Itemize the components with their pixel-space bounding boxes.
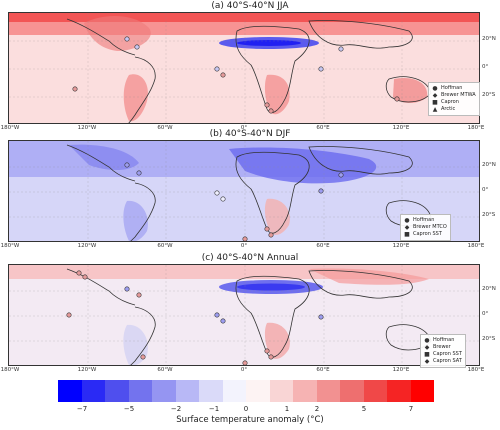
lat-label: 20°N — [482, 36, 496, 42]
lat-label: 20°S — [482, 92, 496, 98]
square-marker-icon: ■ — [404, 231, 410, 238]
colorbar-cell — [269, 380, 293, 402]
colorbar-cell — [152, 380, 176, 402]
colorbar-tick: −2 — [170, 405, 182, 413]
lon-label: 60°W — [157, 125, 173, 131]
lon-label: 60°E — [316, 243, 330, 249]
lon-label: 180°E — [467, 243, 485, 249]
legend-label: Hoffman — [413, 217, 435, 223]
colorbar-cell — [246, 380, 270, 402]
colorbar-cell — [58, 380, 82, 402]
colorbar-cell — [105, 380, 129, 402]
triangle-marker-icon: ▲ — [432, 106, 438, 113]
colorbar-label: Surface temperature anomaly (°C) — [176, 415, 324, 425]
legend-label: Brewer MTWA — [441, 92, 476, 98]
lon-label: 180°W — [0, 367, 20, 373]
legend-label: Brewer — [433, 344, 451, 350]
diamond-marker-icon: ◆ — [424, 358, 430, 365]
lon-label: 60°W — [157, 367, 173, 373]
colorbar-tick: 7 — [408, 405, 414, 413]
panel-title-c: (c) 40°S-40°N Annual — [201, 253, 299, 263]
colorbar-cell — [340, 380, 364, 402]
colorbar-cell — [316, 380, 340, 402]
colorbar-tick: −5 — [123, 405, 135, 413]
circle-marker-icon: ● — [424, 337, 430, 344]
legend-label: Hoffman — [441, 85, 463, 91]
diamond-marker-icon: ◆ — [432, 92, 438, 99]
legend-panel-c: ● Hoffman ◆ Brewer ■ Capron SST ◆ Capron SAT — [420, 334, 466, 368]
legend-label: Capron — [441, 99, 459, 105]
lon-label: 60°W — [157, 243, 173, 249]
lat-label: 20°S — [482, 336, 496, 342]
legend-panel-b: ● Hoffman ◆ Brewer MTCO ■ Capron SST — [400, 214, 451, 241]
lon-label: 0° — [240, 125, 248, 131]
lon-label: 120°W — [77, 367, 97, 373]
panel-title-b: (b) 40°S-40°N DJF — [209, 129, 291, 139]
lon-label: 180°W — [0, 243, 20, 249]
square-marker-icon: ■ — [432, 99, 438, 106]
legend-label: Arctic — [441, 106, 456, 112]
square-marker-icon: ■ — [424, 351, 430, 358]
colorbar-tick: −1 — [208, 405, 220, 413]
lon-label: 120°E — [392, 243, 410, 249]
colorbar-cell — [175, 380, 199, 402]
lat-label: 0° — [482, 187, 489, 193]
colorbar-tick: −7 — [76, 405, 88, 413]
circle-marker-icon: ● — [432, 85, 438, 92]
lon-label: 60°E — [316, 367, 330, 373]
colorbar-tick: 1 — [284, 405, 290, 413]
colorbar-cell — [293, 380, 317, 402]
colorbar-cell — [81, 380, 105, 402]
lat-label: 0° — [482, 311, 489, 317]
circle-marker-icon: ● — [404, 217, 410, 224]
colorbar-cell — [128, 380, 152, 402]
lat-label: 20°N — [482, 162, 496, 168]
map-panel-a — [8, 12, 480, 124]
legend-label: Capron SST — [433, 351, 462, 357]
lat-label: 0° — [482, 64, 489, 70]
diamond-marker-icon: ◆ — [404, 224, 410, 231]
legend-label: Capron SAT — [433, 358, 462, 364]
map-panel-c — [8, 264, 480, 366]
colorbar-cell — [410, 380, 434, 402]
lat-label: 20°N — [482, 286, 496, 292]
lon-label: 60°E — [316, 125, 330, 131]
lon-label: 120°E — [392, 367, 410, 373]
legend-label: Capron SST — [413, 231, 442, 237]
lon-label: 120°E — [392, 125, 410, 131]
lon-label: 0° — [240, 367, 248, 373]
lon-label: 120°W — [77, 243, 97, 249]
panel-title-a: (a) 40°S-40°N JJA — [211, 1, 289, 11]
colorbar-tick: 0 — [243, 405, 249, 413]
colorbar-cell — [363, 380, 387, 402]
lat-label: 20°S — [482, 212, 496, 218]
legend-label: Hoffman — [433, 337, 455, 343]
colorbar-cell — [199, 380, 223, 402]
colorbar-cell — [222, 380, 246, 402]
lon-label: 120°W — [77, 125, 97, 131]
colorbar — [58, 380, 434, 402]
lon-label: 180°E — [467, 367, 485, 373]
lon-label: 0° — [240, 243, 248, 249]
legend-label: Brewer MTCO — [413, 224, 447, 230]
colorbar-tick: 2 — [314, 405, 320, 413]
legend-panel-a: ● Hoffman ◆ Brewer MTWA ■ Capron ▲ Arctic — [428, 82, 480, 116]
lon-label: 180°W — [0, 125, 20, 131]
diamond-marker-icon: ◆ — [424, 344, 430, 351]
colorbar-tick: 5 — [361, 405, 367, 413]
colorbar-cell — [387, 380, 411, 402]
lon-label: 180°E — [467, 125, 485, 131]
